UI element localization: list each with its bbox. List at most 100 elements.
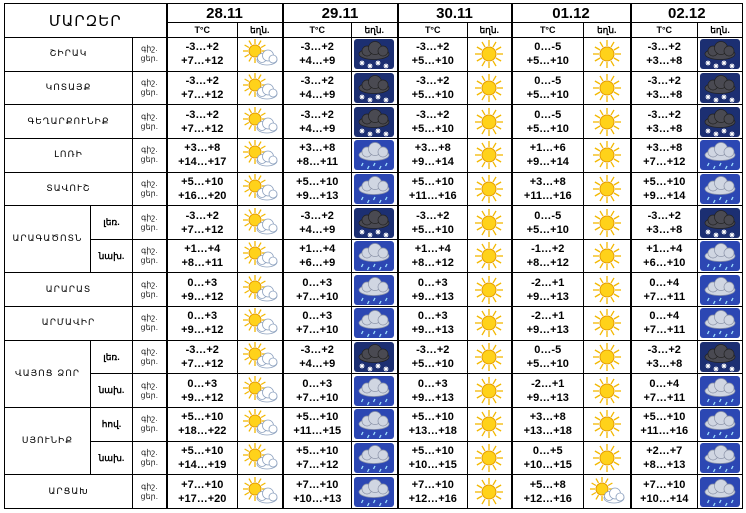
night-temperature: +5…+10 <box>643 175 686 188</box>
temperature-cell: -3…+2 +7…+12 <box>166 37 238 72</box>
day-temperature: +7…+12 <box>296 459 339 471</box>
temperature-cell: -3…+2 +5…+10 <box>397 339 468 375</box>
temperature-cell: 0…+3 +7…+10 <box>282 272 352 308</box>
partly-cloudy-icon <box>237 339 284 375</box>
temperature-cell: 0…-5 +5…+10 <box>511 104 584 139</box>
day-label: ցեր. <box>140 54 158 64</box>
day-night-label: գիշ. ցեր. <box>132 373 168 409</box>
night-temperature: -3…+2 <box>416 74 450 87</box>
day-temperature: +7…+10 <box>296 391 339 404</box>
night-temperature: +5…+10 <box>643 411 686 424</box>
rain-cloud-icon <box>351 272 399 308</box>
day-night-label: գիշ. ցեր. <box>132 37 168 72</box>
snow-cloud-icon <box>697 70 744 106</box>
night-temperature: -3…+2 <box>647 41 681 54</box>
night-temperature: -3…+2 <box>300 74 334 87</box>
temperature-cell: +5…+10 +16…+20 <box>166 171 238 207</box>
rain-cloud-icon <box>697 137 744 173</box>
temperature-cell: -3…+2 +3…+8 <box>630 37 699 72</box>
night-temperature: +1…+4 <box>184 243 221 256</box>
icon-column-header: եղն. <box>582 22 632 38</box>
night-label: գիշ. <box>140 313 158 323</box>
day-temperature: +7…+10 <box>296 290 339 303</box>
partly-cloudy-icon <box>237 70 284 106</box>
temperature-cell: 0…+3 +9…+12 <box>166 306 238 341</box>
day-label: ցեր. <box>140 121 158 131</box>
temperature-cell: +5…+8 +12…+16 <box>511 474 584 509</box>
night-temperature: 0…+4 <box>649 310 680 323</box>
night-label: գիշ. <box>140 178 158 188</box>
night-label: գիշ. <box>140 111 158 121</box>
day-night-label: գիշ. ցեր. <box>132 137 168 173</box>
region-name: ԱՐԱՐԱՏ <box>4 272 133 308</box>
temperature-cell: +3…+8 +13…+18 <box>511 407 584 442</box>
day-temperature: +3…+8 <box>646 358 683 371</box>
day-temperature: +8…+12 <box>411 257 454 270</box>
night-temperature: -3…+2 <box>300 344 334 357</box>
region-name: ԱՐՄԱՎԻՐ <box>4 306 133 341</box>
sun-icon <box>582 238 632 274</box>
date-header: 29.11 <box>282 3 399 23</box>
partly-cloudy-icon <box>237 474 284 509</box>
day-night-label: գիշ. ցեր. <box>132 171 168 207</box>
night-label: գիշ. <box>140 145 158 155</box>
table-row: նախ. գիշ. ցեր. 0…+3 +9…+12 0…+3 +7…+10 0…+3 +9…+… <box>5 373 744 409</box>
day-temperature: +5…+10 <box>411 223 454 236</box>
day-temperature: +17…+20 <box>178 492 227 505</box>
day-temperature: +8…+11 <box>181 257 224 270</box>
night-temperature: 0…+3 <box>187 276 218 289</box>
sun-icon <box>467 306 513 341</box>
sun-icon <box>467 205 513 240</box>
partly-cloudy-icon <box>237 37 284 72</box>
date-header: 02.12 <box>630 3 744 23</box>
temperature-cell: -3…+2 +3…+8 <box>630 205 699 240</box>
sun-icon <box>467 104 513 139</box>
partly-cloudy-icon <box>237 137 284 173</box>
night-temperature: -2…+1 <box>531 310 565 323</box>
rain-cloud-icon <box>351 238 399 274</box>
temperature-cell: +7…+10 +10…+14 <box>630 474 699 509</box>
night-temperature: +3…+8 <box>299 142 336 155</box>
sun-icon <box>467 339 513 375</box>
snow-cloud-icon <box>351 37 399 72</box>
sun-icon <box>582 37 632 72</box>
day-temperature: +9…+14 <box>411 156 454 169</box>
day-label: ցեր. <box>140 424 158 434</box>
night-temperature: +7…+10 <box>181 478 224 491</box>
night-label: գիշ. <box>140 44 158 54</box>
sun-icon <box>582 373 632 409</box>
temperature-cell: +5…+10 +18…+22 <box>166 407 238 442</box>
night-temperature: +5…+10 <box>411 411 454 424</box>
temperature-cell: -3…+2 +7…+12 <box>166 205 238 240</box>
night-temperature: +3…+8 <box>646 142 683 155</box>
sun-icon <box>582 104 632 139</box>
temperature-cell: +2…+7 +8…+13 <box>630 440 699 476</box>
partly-cloudy-icon <box>237 104 284 139</box>
region-name: ԱՐԱԳԱԾՈՏՆ <box>4 205 91 274</box>
night-temperature: +5…+10 <box>181 411 224 424</box>
icon-column-header: եղն. <box>697 22 744 38</box>
day-label: ցեր. <box>140 390 158 400</box>
day-label: ցեր. <box>140 458 158 467</box>
temperature-cell: -3…+2 +3…+8 <box>630 339 699 375</box>
table-row: ԱՐԱՐԱՏ գիշ. ցեր. 0…+3 +9…+12 0…+3 +7…+10 0…+3 +9… <box>4 272 744 308</box>
temperature-cell: +3…+8 +9…+14 <box>397 137 468 173</box>
region-name: ՇԻՐԱԿ <box>4 37 133 72</box>
day-night-label: գիշ. ցեր. <box>132 70 168 106</box>
temperature-cell: -3…+2 +7…+12 <box>166 104 238 139</box>
snow-cloud-icon <box>697 205 744 240</box>
night-temperature: -3…+2 <box>185 344 219 357</box>
temp-column-header: T°C <box>630 22 699 38</box>
night-temperature: -3…+2 <box>416 41 450 54</box>
temperature-cell: -2…+1 +9…+13 <box>511 373 584 409</box>
temp-column-header: T°C <box>511 22 584 38</box>
night-label: գիշ. <box>140 414 158 424</box>
night-temperature: 0…-5 <box>534 209 562 222</box>
night-label: գիշ. <box>140 212 158 222</box>
day-temperature: +7…+12 <box>181 88 224 101</box>
sun-icon <box>467 238 513 274</box>
day-temperature: +9…+12 <box>181 290 224 303</box>
day-temperature: +5…+10 <box>526 223 569 236</box>
day-temperature: +12…+16 <box>408 492 457 505</box>
day-night-label: գիշ. ցեր. <box>132 238 168 274</box>
